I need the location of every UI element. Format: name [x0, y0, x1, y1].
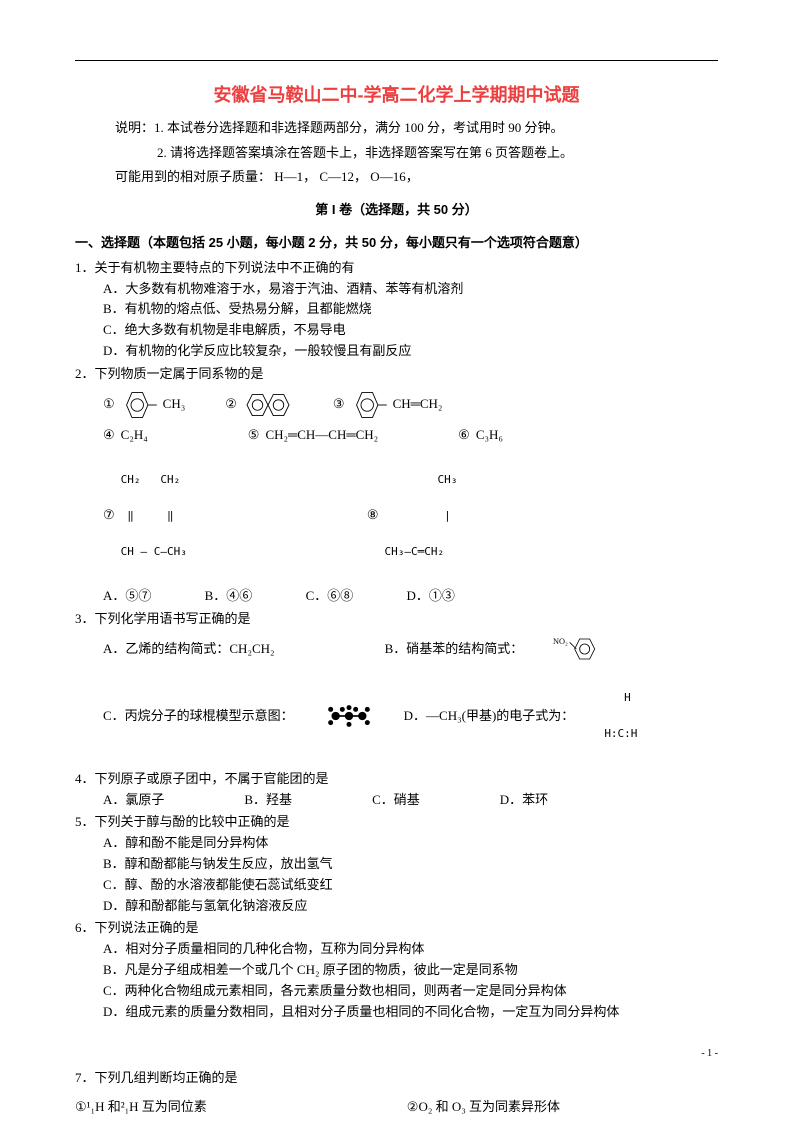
section-header: 第 I 卷（选择题，共 50 分） [75, 200, 718, 221]
q4-options: A．氯原子 B．羟基 C．硝基 D．苯环 [103, 790, 718, 811]
q4-opt-a: A．氯原子 [103, 790, 164, 811]
question-1: 1．关于有机物主要特点的下列说法中不正确的有 A．大多数有机物难溶于水，易溶于汽… [75, 258, 718, 362]
q2-item-2: ② [225, 391, 293, 419]
label-2: ② [225, 394, 237, 415]
q7-item-2: ②O₂ 和 O₃ 互为同素异形体 [407, 1097, 560, 1118]
q2-row-1: ① CH₃ ② ③ CH═CH₂ [103, 389, 718, 421]
q7-item-1: ①¹₁H 和²₁H 互为同位素 [75, 1097, 207, 1118]
label-3: ③ [333, 394, 345, 415]
q5-opt-d: D．醇和酚都能与氢氧化钠溶液反应 [103, 896, 718, 917]
q3-opt-d: D．—CH₃(甲基)的电子式为： [404, 706, 575, 727]
q2-row-3: ⑦ CH₂ CH₂ ‖ ‖ CH — C—CH₃ ⑧ CH₃ | CH₃—C═C… [103, 449, 718, 582]
label-4: ④ [103, 425, 115, 446]
nitrobenzene-icon: NO₂ [553, 634, 603, 664]
question-7: 7．下列几组判断均正确的是 ①¹₁H 和²₁H 互为同位素 ②O₂ 和 O₃ 互… [75, 1068, 718, 1118]
s8-bot: CH₃—C═CH₂ [385, 546, 458, 558]
benzene-icon [121, 389, 157, 421]
question-2: 2．下列物质一定属于同系物的是 ① CH₃ ② ③ [75, 364, 718, 607]
q2-item-6: ⑥ C₃H₆ [458, 425, 503, 446]
question-6: 6．下列说法正确的是 A．相对分子质量相同的几种化合物，互称为同分异构体 B．凡… [75, 918, 718, 1022]
label-7: ⑦ [103, 505, 115, 526]
q6-stem: 6．下列说法正确的是 [75, 918, 718, 939]
q2-opt-c: C．⑥⑧ [306, 588, 354, 603]
electron-formula: H H꞉C꞉H [604, 668, 644, 765]
label-1: ① [103, 394, 115, 415]
page-number: - 1 - [701, 1046, 718, 1062]
ch3-label: CH₃ [163, 394, 186, 415]
ef-bot: H꞉C꞉H [604, 728, 644, 740]
chch2-label: CH═CH₂ [393, 394, 443, 415]
subsection-header: 一、选择题（本题包括 25 小题，每小题 2 分，共 50 分，每小题只有一个选… [75, 233, 718, 254]
q6-opt-b: B．凡是分子组成相差一个或几个 CH₂ 原子团的物质，彼此一定是同系物 [103, 960, 718, 981]
q2-row-2: ④ C₂H₄ ⑤ CH₂═CH—CH═CH₂ ⑥ C₃H₆ [103, 425, 718, 446]
q2-item-4: ④ C₂H₄ [103, 425, 148, 446]
benzene-icon [351, 389, 387, 421]
label-5: ⑤ [248, 425, 260, 446]
instruction-line-1: 说明：1. 本试卷分选择题和非选择题两部分，满分 100 分，考试用时 90 分… [115, 118, 718, 139]
q6-opt-d: D．组成元素的质量分数相同，且相对分子质量也相同的不同化合物，一定互为同分异构体 [103, 1002, 718, 1023]
label-8: ⑧ [367, 505, 379, 526]
s7-top: CH₂ CH₂ [121, 474, 187, 486]
c2h4-label: C₂H₄ [121, 425, 148, 446]
label-6: ⑥ [458, 425, 470, 446]
naphthalene-icon [243, 391, 293, 419]
q3-opt-c: C．丙烷分子的球棍模型示意图： [103, 706, 294, 727]
q4-opt-b: B．羟基 [244, 790, 292, 811]
q5-stem: 5．下列关于醇与酚的比较中正确的是 [75, 812, 718, 833]
q2-opt-a: A．⑤⑦ [103, 588, 151, 603]
q3-row-1: A．乙烯的结构简式：CH₂CH₂ B．硝基苯的结构简式： NO₂ [103, 634, 718, 664]
q3-opt-b: B．硝基苯的结构简式： [385, 639, 524, 660]
q2-item-7: ⑦ CH₂ CH₂ ‖ ‖ CH — C—CH₃ [103, 449, 187, 582]
q2-item-1: ① CH₃ [103, 389, 185, 421]
q3-stem: 3．下列化学用语书写正确的是 [75, 609, 718, 630]
q2-item-3: ③ CH═CH₂ [333, 389, 443, 421]
s8-top: CH₃ [385, 474, 458, 486]
instruction-line-3: 可能用到的相对原子质量： H—1， C—12， O—16， [115, 167, 718, 188]
s7-bot: CH — C—CH₃ [121, 546, 187, 558]
q2-stem: 2．下列物质一定属于同系物的是 [75, 364, 718, 385]
q4-opt-c: C．硝基 [372, 790, 420, 811]
page-title: 安徽省马鞍山二中-学高二化学上学期期中试题 [75, 81, 718, 110]
ef-top: H [604, 692, 644, 704]
s8-mid: | [385, 510, 458, 522]
q1-opt-a: A．大多数有机物难溶于水，易溶于汽油、酒精、苯等有机溶剂 [103, 279, 718, 300]
q7-row: ①¹₁H 和²₁H 互为同位素 ②O₂ 和 O₃ 互为同素异形体 [75, 1097, 718, 1118]
q2-options: A．⑤⑦ B．④⑥ C．⑥⑧ D．①③ [103, 586, 718, 607]
q2-item-5: ⑤ CH₂═CH—CH═CH₂ [248, 425, 378, 446]
q2-opt-d: D．①③ [406, 588, 454, 603]
q7-stem: 7．下列几组判断均正确的是 [75, 1068, 718, 1089]
struct-8: CH₃ | CH₃—C═CH₂ [385, 449, 458, 582]
instruction-line-2: 2. 请将选择题答案填涂在答题卡上，非选择题答案写在第 6 页答题卷上。 [157, 143, 718, 164]
q2-opt-b: B．④⑥ [205, 588, 253, 603]
q4-stem: 4．下列原子或原子团中，不属于官能团的是 [75, 769, 718, 790]
q5-opt-b: B．醇和酚都能与钠发生反应，放出氢气 [103, 854, 718, 875]
q1-opt-c: C．绝大多数有机物是非电解质，不易导电 [103, 320, 718, 341]
q1-opt-b: B．有机物的熔点低、受热易分解，且都能燃烧 [103, 299, 718, 320]
diene-label: CH₂═CH—CH═CH₂ [265, 425, 378, 446]
q6-opt-c: C．两种化合物组成元素相同，各元素质量分数也相同，则两者一定是同分异构体 [103, 981, 718, 1002]
q5-opt-c: C．醇、酚的水溶液都能使石蕊试纸变红 [103, 875, 718, 896]
struct-7: CH₂ CH₂ ‖ ‖ CH — C—CH₃ [121, 449, 187, 582]
q3-opt-a: A．乙烯的结构简式：CH₂CH₂ [103, 639, 275, 660]
q2-item-8: ⑧ CH₃ | CH₃—C═CH₂ [367, 449, 458, 582]
q6-opt-a: A．相对分子质量相同的几种化合物，互称为同分异构体 [103, 939, 718, 960]
ball-stick-icon [324, 701, 374, 731]
q3-row-2: C．丙烷分子的球棍模型示意图： D．—CH₃(甲基)的电子式为： H H꞉C꞉H [103, 668, 718, 765]
svg-text:NO₂: NO₂ [553, 637, 568, 646]
q5-opt-a: A．醇和酚不能是同分异构体 [103, 833, 718, 854]
q1-opt-d: D．有机物的化学反应比较复杂，一般较慢且有副反应 [103, 341, 718, 362]
q4-opt-d: D．苯环 [500, 790, 548, 811]
question-4: 4．下列原子或原子团中，不属于官能团的是 A．氯原子 B．羟基 C．硝基 D．苯… [75, 769, 718, 811]
q1-stem: 1．关于有机物主要特点的下列说法中不正确的有 [75, 258, 718, 279]
c3h6-label: C₃H₆ [476, 425, 503, 446]
question-5: 5．下列关于醇与酚的比较中正确的是 A．醇和酚不能是同分异构体 B．醇和酚都能与… [75, 812, 718, 916]
s7-mid: ‖ ‖ [121, 510, 187, 522]
question-3: 3．下列化学用语书写正确的是 A．乙烯的结构简式：CH₂CH₂ B．硝基苯的结构… [75, 609, 718, 765]
top-rule [75, 60, 718, 61]
